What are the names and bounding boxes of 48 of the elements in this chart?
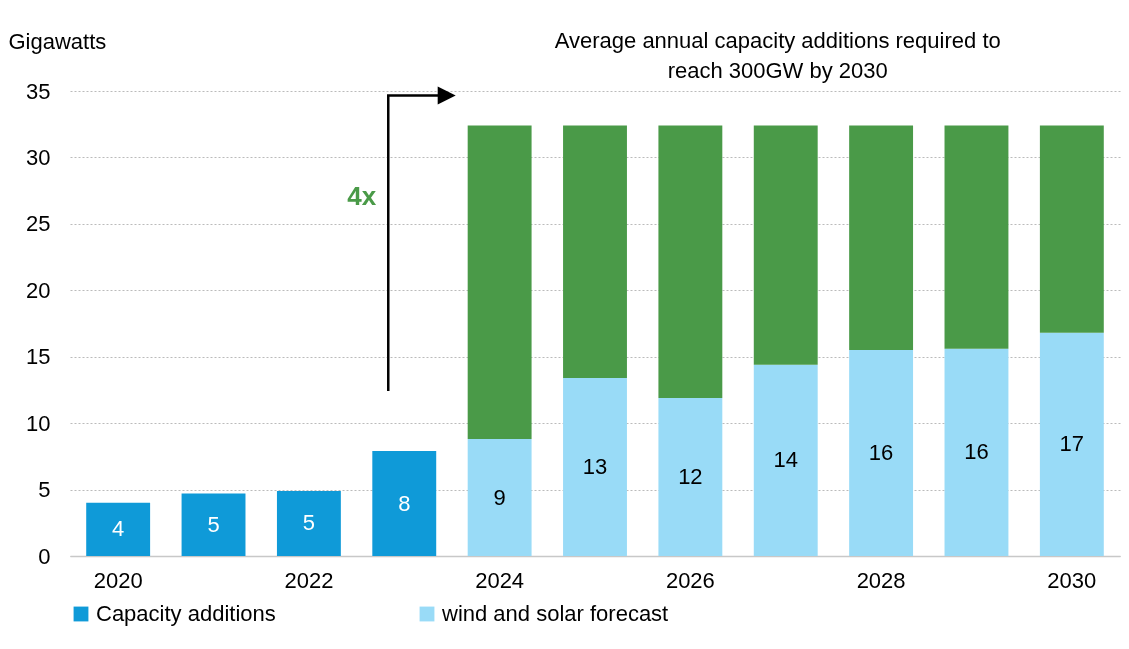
annotation: 4x [347,181,377,212]
data-label: 4 [112,516,125,542]
y-tick-label: 15 [26,344,51,370]
bar [467,439,532,556]
bar [372,451,437,556]
bar [658,397,723,556]
y-tick-label: 35 [26,78,51,104]
legend-label: wind and solar forecast [441,601,669,626]
x-tick-label: 2030 [1047,567,1097,593]
data-label: 13 [582,453,608,479]
y-tick-label: 10 [26,410,51,436]
data-label: 16 [964,439,989,465]
bar [563,125,627,378]
data-label: 14 [773,447,798,473]
y-tick-label: 25 [26,211,51,237]
bar [753,125,818,365]
data-label: 5 [302,510,316,536]
bar [276,490,341,556]
x-tick-label: 2022 [284,567,334,593]
data-label: 17 [1059,431,1085,457]
y-tick-label: 0 [38,543,51,569]
x-tick-label: 2028 [856,567,906,593]
x-tick-label: 2024 [475,567,525,593]
y-tick-label: 20 [26,277,51,303]
data-label: 8 [398,490,411,516]
legend-label: Capacity additions [96,601,276,626]
data-label: 5 [207,511,220,537]
y-tick-label: 30 [26,144,51,170]
x-tick-label: 2020 [93,567,143,593]
bar [181,493,246,556]
bar [753,364,818,556]
bar [849,125,914,351]
bar [944,348,1009,556]
data-label: 9 [493,484,506,510]
x-tick-label: 2026 [665,567,715,593]
bar [563,377,627,556]
data-label: 12 [678,463,703,489]
bar [1039,332,1104,556]
bar [1039,125,1104,333]
text: Average annual capacity additions required to reach 300GW by 2030 [554,28,1001,83]
bar [849,350,914,556]
data-label: 16 [868,440,894,466]
y-tick-label: 5 [38,477,51,503]
bar [658,125,723,398]
y-axis-title: Gigawatts [8,28,107,54]
bar [944,125,1009,349]
bar [467,125,532,440]
bar [86,502,151,556]
